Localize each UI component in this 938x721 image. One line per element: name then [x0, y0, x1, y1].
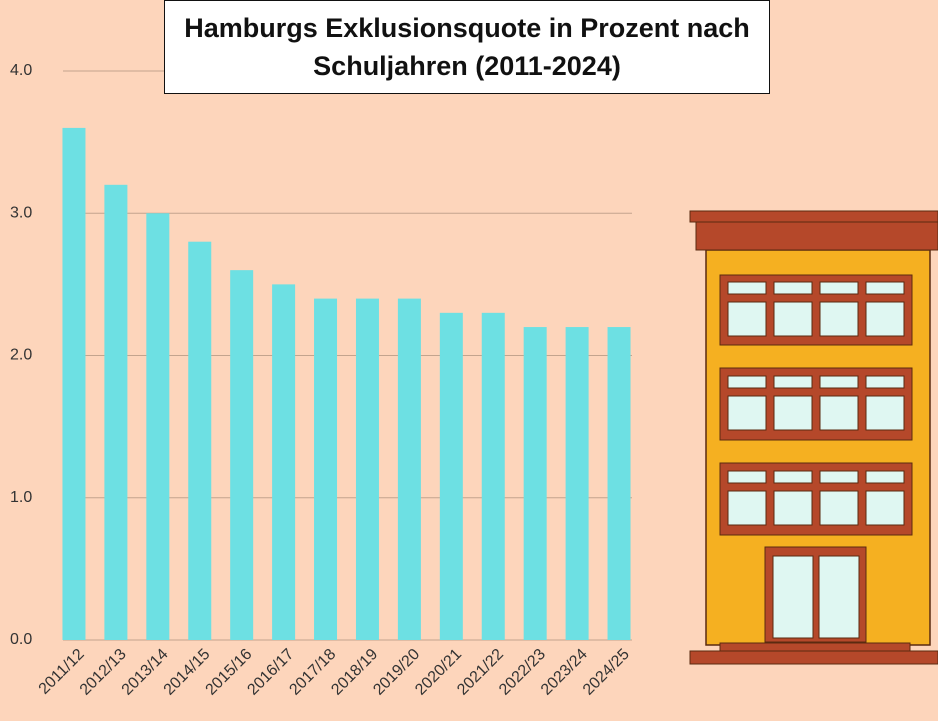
bar	[146, 213, 169, 640]
bar	[356, 299, 379, 640]
x-tick-label: 2024/25	[580, 646, 633, 699]
y-tick-label: 3.0	[10, 204, 32, 221]
bar	[230, 270, 253, 640]
y-tick-label: 1.0	[10, 489, 32, 506]
bar	[398, 299, 421, 640]
bar	[566, 327, 589, 640]
chart-title: Hamburgs Exklusionsquote in Prozent nach…	[164, 0, 770, 94]
bar	[272, 284, 295, 640]
bar	[104, 185, 127, 640]
chart: 0.01.02.03.04.02011/122012/132013/142014…	[0, 0, 938, 721]
plot: 0.01.02.03.04.02011/122012/132013/142014…	[10, 62, 633, 699]
bar	[62, 128, 85, 640]
bar	[440, 313, 463, 640]
y-tick-label: 0.0	[10, 631, 32, 648]
bar	[482, 313, 505, 640]
y-tick-label: 2.0	[10, 347, 32, 364]
bar	[608, 327, 631, 640]
bar	[188, 242, 211, 640]
y-tick-label: 4.0	[10, 62, 32, 79]
page: {"chart_data": {"type": "bar", "title": …	[0, 0, 938, 721]
building-illustration	[690, 211, 938, 664]
bar	[314, 299, 337, 640]
bar	[524, 327, 547, 640]
